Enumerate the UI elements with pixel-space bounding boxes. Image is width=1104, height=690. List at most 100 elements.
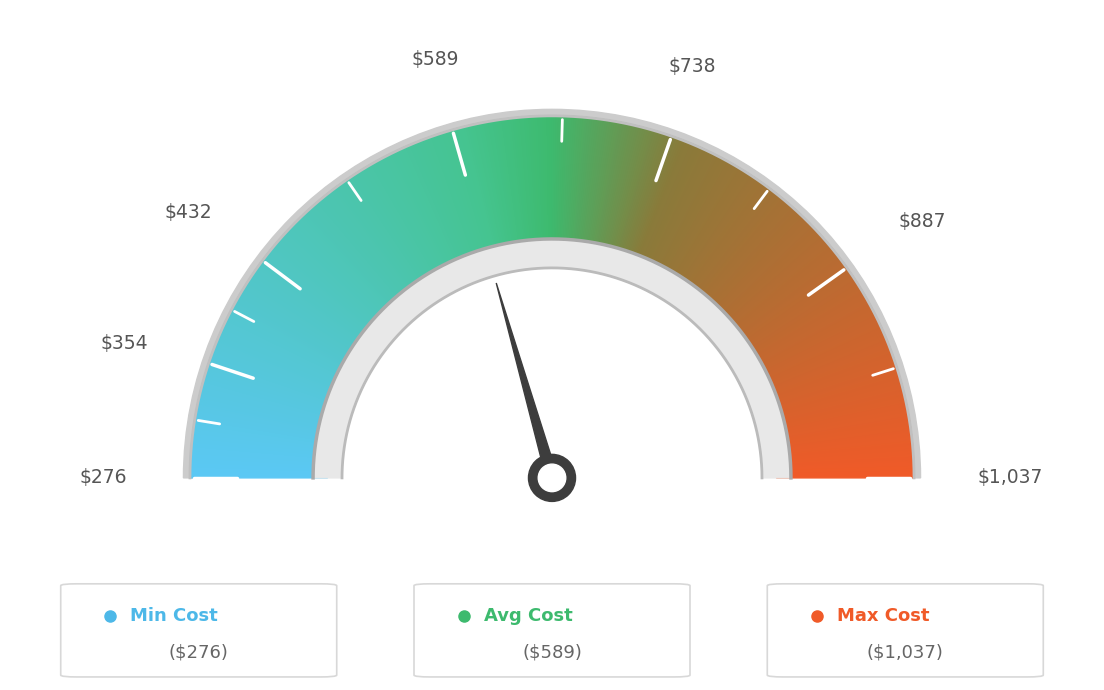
Wedge shape — [776, 475, 914, 478]
Wedge shape — [660, 161, 729, 282]
Wedge shape — [522, 117, 535, 254]
Wedge shape — [222, 328, 348, 386]
Wedge shape — [275, 244, 381, 334]
Wedge shape — [183, 109, 921, 478]
Wedge shape — [624, 135, 670, 266]
Wedge shape — [262, 259, 373, 344]
Text: $432: $432 — [164, 204, 212, 222]
Wedge shape — [604, 126, 638, 260]
Wedge shape — [613, 130, 652, 262]
Wedge shape — [755, 324, 881, 384]
Wedge shape — [733, 264, 845, 346]
Wedge shape — [197, 406, 332, 435]
Wedge shape — [556, 116, 561, 253]
Wedge shape — [513, 118, 530, 255]
Wedge shape — [502, 119, 522, 255]
Wedge shape — [694, 197, 783, 305]
Wedge shape — [199, 399, 333, 431]
Wedge shape — [279, 239, 383, 331]
Wedge shape — [644, 148, 702, 274]
Wedge shape — [214, 344, 343, 397]
Wedge shape — [775, 437, 912, 454]
Wedge shape — [241, 292, 360, 364]
Wedge shape — [774, 426, 911, 447]
Wedge shape — [215, 342, 343, 395]
Wedge shape — [657, 157, 722, 280]
Wedge shape — [315, 204, 405, 308]
Wedge shape — [704, 213, 799, 314]
Wedge shape — [206, 366, 339, 410]
Wedge shape — [192, 433, 329, 451]
Wedge shape — [370, 164, 440, 284]
Wedge shape — [229, 313, 352, 377]
Wedge shape — [773, 410, 909, 437]
Wedge shape — [190, 460, 328, 468]
Wedge shape — [339, 184, 422, 296]
Wedge shape — [375, 161, 444, 282]
Wedge shape — [308, 209, 402, 313]
Wedge shape — [191, 448, 328, 461]
Polygon shape — [496, 283, 558, 480]
Wedge shape — [455, 128, 493, 262]
Wedge shape — [400, 148, 459, 274]
Wedge shape — [272, 247, 379, 336]
Wedge shape — [288, 228, 390, 324]
Wedge shape — [190, 462, 328, 469]
Wedge shape — [756, 326, 881, 385]
Wedge shape — [235, 302, 355, 370]
Wedge shape — [774, 428, 911, 448]
Wedge shape — [285, 232, 388, 326]
Wedge shape — [256, 267, 370, 348]
Wedge shape — [487, 121, 512, 257]
Circle shape — [539, 464, 565, 492]
Wedge shape — [601, 125, 634, 259]
Wedge shape — [327, 193, 413, 302]
Wedge shape — [198, 404, 332, 433]
Wedge shape — [193, 431, 329, 450]
Wedge shape — [201, 388, 335, 424]
Wedge shape — [768, 379, 901, 418]
Wedge shape — [555, 116, 559, 253]
Wedge shape — [714, 228, 816, 324]
Wedge shape — [234, 304, 355, 371]
Wedge shape — [194, 419, 330, 443]
Wedge shape — [713, 225, 813, 322]
Text: $738: $738 — [669, 57, 716, 77]
Wedge shape — [682, 184, 765, 296]
Wedge shape — [776, 464, 914, 471]
Wedge shape — [615, 130, 655, 263]
Wedge shape — [193, 428, 330, 448]
Wedge shape — [423, 139, 474, 268]
Wedge shape — [676, 176, 754, 291]
Wedge shape — [378, 159, 445, 282]
Wedge shape — [631, 139, 683, 268]
Wedge shape — [190, 475, 328, 478]
Text: Avg Cost: Avg Cost — [484, 607, 572, 625]
Wedge shape — [198, 401, 332, 432]
Wedge shape — [438, 134, 482, 265]
Wedge shape — [396, 150, 456, 275]
Wedge shape — [505, 119, 524, 255]
Wedge shape — [498, 119, 520, 256]
Wedge shape — [640, 145, 696, 272]
Wedge shape — [774, 424, 911, 446]
Wedge shape — [418, 141, 470, 269]
Wedge shape — [197, 408, 332, 436]
Wedge shape — [595, 123, 624, 258]
Wedge shape — [774, 422, 910, 444]
Text: $589: $589 — [411, 50, 459, 69]
Wedge shape — [195, 413, 331, 439]
Wedge shape — [623, 135, 668, 265]
Wedge shape — [255, 269, 369, 349]
Wedge shape — [319, 199, 408, 306]
Wedge shape — [404, 146, 461, 273]
Wedge shape — [771, 397, 905, 429]
Wedge shape — [768, 384, 902, 421]
Wedge shape — [645, 148, 704, 274]
Wedge shape — [583, 119, 604, 256]
Wedge shape — [671, 171, 746, 288]
Wedge shape — [775, 442, 912, 457]
Wedge shape — [754, 319, 879, 381]
Wedge shape — [266, 254, 375, 340]
Wedge shape — [194, 417, 331, 442]
